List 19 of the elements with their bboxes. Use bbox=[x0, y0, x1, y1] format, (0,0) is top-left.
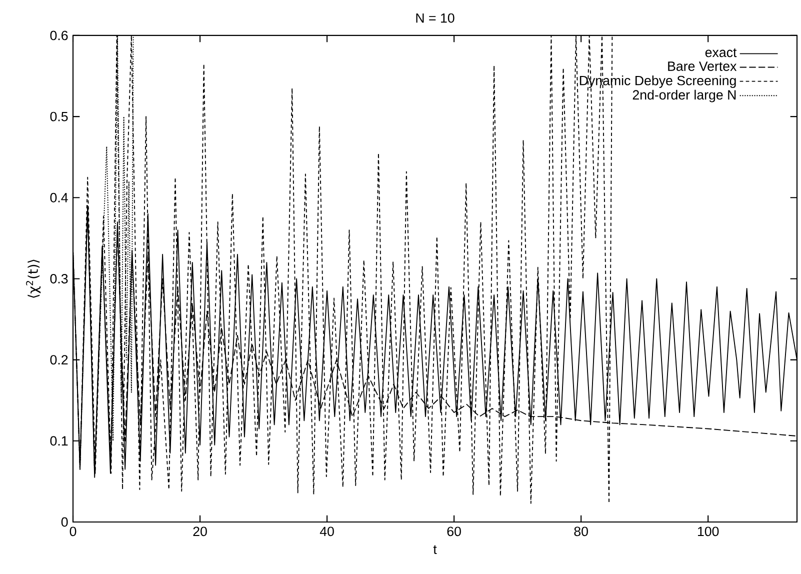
x-tick-label: 40 bbox=[320, 526, 334, 536]
y-tick-label: 0.5 bbox=[50, 112, 68, 122]
x-tick-label: 100 bbox=[698, 526, 719, 536]
y-tick-label: 0 bbox=[61, 517, 68, 527]
x-tick-label: 80 bbox=[574, 526, 588, 536]
chart-title: N = 10 bbox=[416, 13, 454, 23]
x-tick-label: 60 bbox=[447, 526, 461, 536]
y-tick-label: 0.4 bbox=[50, 192, 68, 202]
x-axis-title: t bbox=[433, 545, 437, 554]
y-tick-label: 0.1 bbox=[50, 436, 68, 446]
legend-label: 2nd-order large N bbox=[632, 90, 736, 102]
y-tick-label: 0.2 bbox=[50, 355, 68, 365]
x-tick-label: 20 bbox=[193, 526, 207, 536]
y-tick-label: 0.3 bbox=[50, 274, 68, 284]
y-axis-title: ⟨χ$^{2}$(t)⟩ bbox=[26, 260, 41, 298]
x-tick-label: 0 bbox=[70, 526, 76, 536]
legend-label: Bare Vertex bbox=[668, 62, 737, 71]
y-tick-label: 0.6 bbox=[50, 30, 68, 40]
legend-label: exact bbox=[705, 48, 737, 58]
